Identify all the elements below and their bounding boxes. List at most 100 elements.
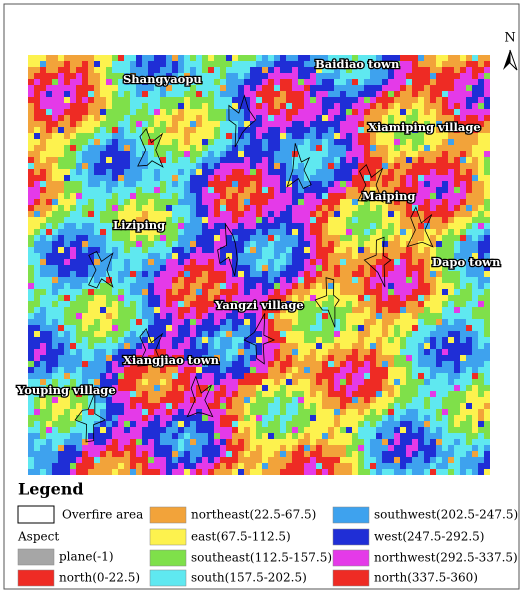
aspect-cell (82, 349, 88, 355)
aspect-cell (328, 397, 334, 403)
aspect-cell (310, 433, 316, 439)
aspect-cell (352, 79, 358, 85)
aspect-cell (262, 211, 268, 217)
aspect-cell (226, 385, 232, 391)
aspect-cell (82, 187, 88, 193)
aspect-cell (226, 181, 232, 187)
aspect-cell (352, 109, 358, 115)
aspect-cell (178, 217, 184, 223)
aspect-cell (256, 241, 262, 247)
aspect-cell (238, 373, 244, 379)
aspect-cell (112, 307, 118, 313)
aspect-cell (34, 403, 40, 409)
aspect-cell (244, 223, 250, 229)
aspect-cell (166, 199, 172, 205)
aspect-cell (262, 205, 268, 211)
aspect-cell (310, 247, 316, 253)
aspect-cell (298, 79, 304, 85)
aspect-cell (328, 253, 334, 259)
aspect-cell (202, 415, 208, 421)
aspect-cell (250, 271, 256, 277)
aspect-cell (106, 409, 112, 415)
aspect-cell (76, 187, 82, 193)
aspect-cell (436, 343, 442, 349)
aspect-cell (388, 415, 394, 421)
aspect-cell (250, 73, 256, 79)
aspect-cell (418, 277, 424, 283)
aspect-cell (190, 295, 196, 301)
aspect-cell (292, 343, 298, 349)
aspect-cell (160, 307, 166, 313)
aspect-cell (394, 307, 400, 313)
aspect-cell (478, 193, 484, 199)
aspect-cell (472, 151, 478, 157)
aspect-cell (262, 145, 268, 151)
aspect-cell (466, 103, 472, 109)
aspect-cell (352, 115, 358, 121)
aspect-cell (124, 61, 130, 67)
aspect-cell (214, 343, 220, 349)
aspect-cell (46, 277, 52, 283)
aspect-cell (388, 427, 394, 433)
aspect-cell (328, 439, 334, 445)
aspect-cell (136, 421, 142, 427)
aspect-cell (58, 121, 64, 127)
aspect-cell (472, 169, 478, 175)
aspect-cell (292, 325, 298, 331)
aspect-cell (364, 271, 370, 277)
aspect-cell (400, 85, 406, 91)
aspect-cell (478, 289, 484, 295)
aspect-cell (208, 235, 214, 241)
aspect-cell (418, 223, 424, 229)
aspect-cell (154, 421, 160, 427)
aspect-cell (106, 319, 112, 325)
aspect-cell (76, 85, 82, 91)
aspect-cell (136, 367, 142, 373)
aspect-cell (124, 379, 130, 385)
aspect-cell (424, 337, 430, 343)
aspect-cell (346, 355, 352, 361)
aspect-cell (232, 187, 238, 193)
aspect-cell (394, 439, 400, 445)
aspect-cell (382, 403, 388, 409)
aspect-cell (244, 247, 250, 253)
aspect-cell (478, 103, 484, 109)
aspect-cell (160, 205, 166, 211)
aspect-cell (226, 163, 232, 169)
aspect-cell (142, 175, 148, 181)
aspect-cell (268, 313, 274, 319)
aspect-cell (256, 127, 262, 133)
aspect-cell (250, 397, 256, 403)
aspect-cell (148, 187, 154, 193)
aspect-cell (70, 289, 76, 295)
aspect-cell (286, 253, 292, 259)
aspect-cell (100, 205, 106, 211)
aspect-cell (232, 397, 238, 403)
aspect-cell (124, 253, 130, 259)
aspect-cell (424, 277, 430, 283)
aspect-cell (142, 307, 148, 313)
aspect-cell (292, 97, 298, 103)
aspect-cell (484, 283, 490, 289)
aspect-cell (238, 415, 244, 421)
aspect-cell (382, 145, 388, 151)
aspect-cell (472, 199, 478, 205)
aspect-cell (454, 391, 460, 397)
aspect-cell (304, 289, 310, 295)
aspect-cell (34, 127, 40, 133)
aspect-cell (382, 217, 388, 223)
aspect-cell (160, 391, 166, 397)
aspect-cell (118, 199, 124, 205)
aspect-cell (322, 229, 328, 235)
aspect-cell (58, 223, 64, 229)
aspect-cell (190, 277, 196, 283)
aspect-cell (340, 325, 346, 331)
aspect-cell (394, 151, 400, 157)
aspect-cell (370, 91, 376, 97)
aspect-cell (232, 325, 238, 331)
aspect-cell (346, 187, 352, 193)
aspect-cell (64, 361, 70, 367)
aspect-cell (130, 415, 136, 421)
aspect-cell (34, 397, 40, 403)
aspect-cell (58, 313, 64, 319)
